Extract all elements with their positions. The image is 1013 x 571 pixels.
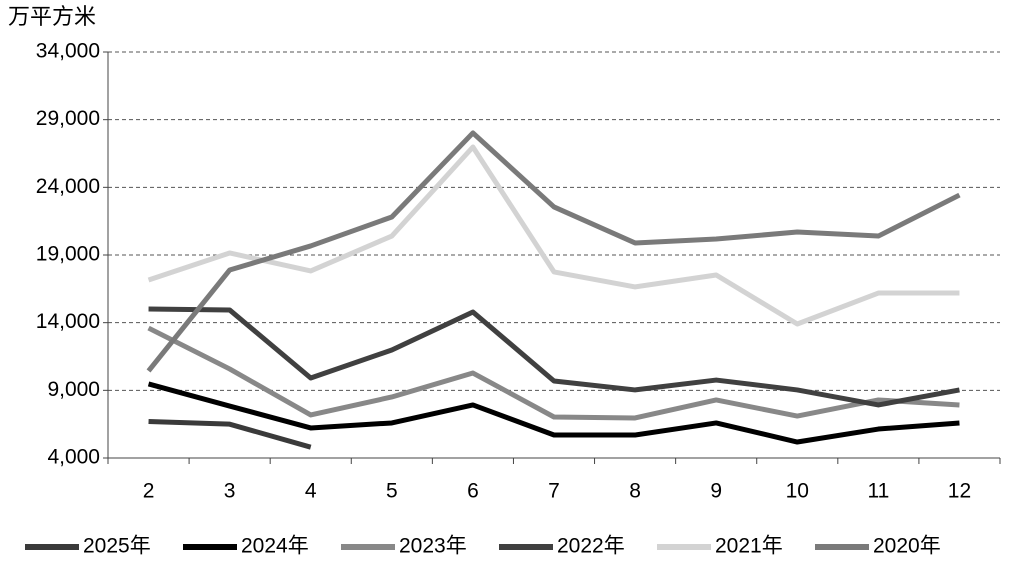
y-tick-label: 14,000 (36, 310, 100, 333)
series-line (148, 306, 960, 408)
x-tick-label: 10 (786, 480, 809, 503)
series-line (147, 381, 960, 445)
x-tick-label: 8 (629, 480, 641, 503)
legend-label: 2023年 (399, 535, 467, 558)
unit-label: 万平方米 (8, 5, 96, 30)
y-tick-label: 34,000 (36, 40, 100, 63)
x-tick-label: 3 (224, 480, 236, 503)
x-tick-label: 9 (710, 480, 722, 503)
series-line (147, 144, 960, 327)
x-tick-label: 4 (305, 480, 317, 503)
x-tick-label: 2 (143, 480, 155, 503)
y-tick-label: 9,000 (47, 378, 100, 401)
x-tick-label: 12 (948, 480, 971, 503)
x-tick-label: 7 (548, 480, 560, 503)
x-tick-label: 11 (867, 480, 889, 503)
legend-label: 2024年 (241, 535, 309, 558)
y-tick-label: 24,000 (36, 175, 100, 198)
legend-label: 2022年 (557, 535, 625, 558)
x-tick-label: 5 (386, 480, 398, 503)
series-line (147, 325, 960, 421)
legend-label: 2020年 (873, 535, 941, 558)
series-line (148, 418, 312, 450)
x-tick-label: 6 (467, 480, 479, 503)
y-tick-label: 19,000 (36, 243, 100, 266)
y-tick-label: 29,000 (36, 107, 100, 130)
legend-label: 2021年 (715, 535, 783, 558)
legend-label: 2025年 (83, 535, 151, 558)
y-tick-label: 4,000 (47, 446, 100, 469)
series-line (146, 130, 961, 373)
